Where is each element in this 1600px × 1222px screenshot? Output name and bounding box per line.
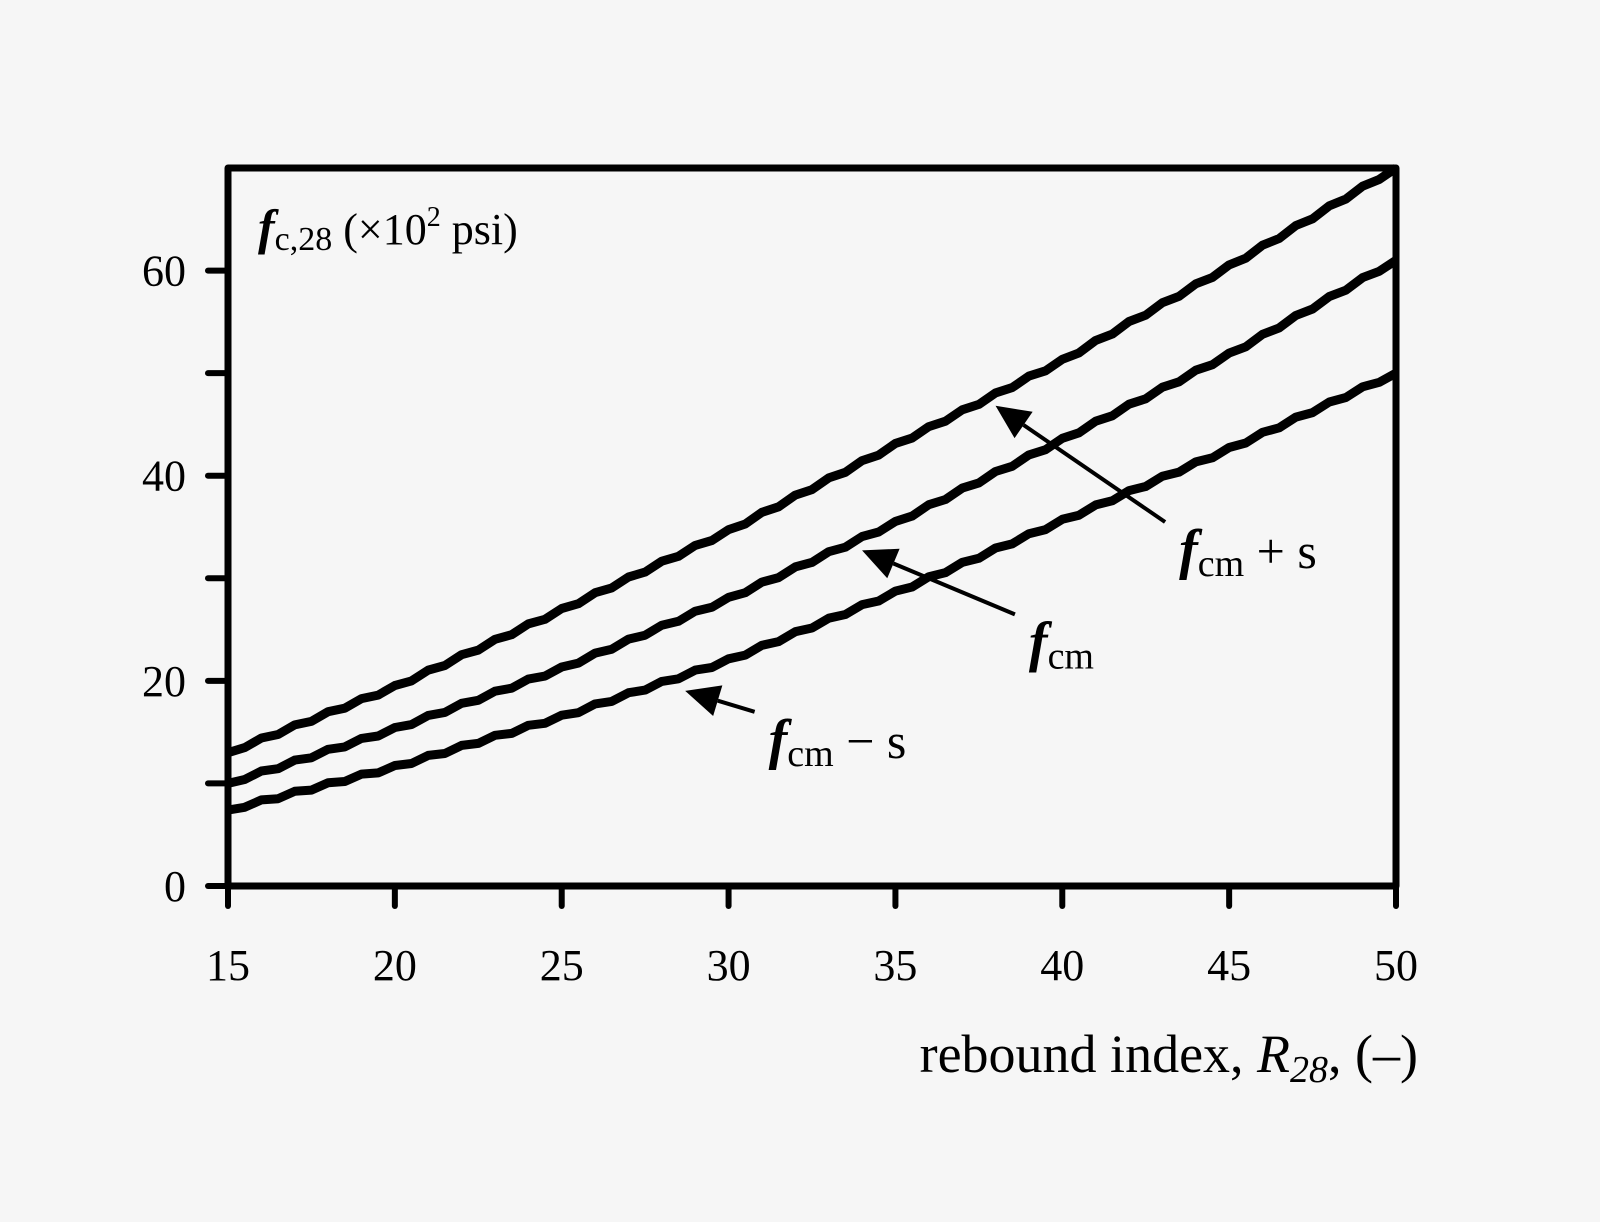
y-tick-label: 40 <box>142 452 186 501</box>
annotation-label-1: fcm <box>1029 611 1094 677</box>
y-tick-label: 60 <box>142 247 186 296</box>
y-tick-label: 20 <box>142 657 186 706</box>
annotation-arrow-line <box>1022 423 1167 524</box>
axes <box>224 164 1400 890</box>
plot-lines <box>226 164 1399 815</box>
annotation-arrow-line <box>717 698 756 714</box>
annotation-arrowhead <box>685 685 723 717</box>
annotation-arrow-line <box>892 561 1016 617</box>
x-tick-label: 30 <box>707 941 751 990</box>
x-tick-label: 15 <box>206 941 250 990</box>
series-line-2 <box>227 369 1399 815</box>
y-axis-label: fc,28 (×102 psi) <box>258 199 518 258</box>
x-tick-label: 20 <box>373 941 417 990</box>
y-tick-label: 0 <box>164 862 186 911</box>
x-axis-label: rebound index, R28, (–) <box>920 1024 1418 1091</box>
x-tick-label: 40 <box>1040 941 1084 990</box>
x-tick-label: 50 <box>1374 941 1418 990</box>
series-line-0 <box>226 164 1399 758</box>
x-tick-label: 25 <box>540 941 584 990</box>
series-line-1 <box>226 256 1399 788</box>
annotation-label-2: fcm − s <box>769 709 907 775</box>
annotation-arrowhead <box>862 548 900 579</box>
x-tick-label: 35 <box>873 941 917 990</box>
annotation-arrowhead <box>995 405 1033 439</box>
annotation-label-0: fcm + s <box>1179 519 1317 585</box>
axis-ticks: 15 20 25 30 35 40 45 50 0 20 40 60 <box>142 247 1418 990</box>
x-tick-label: 45 <box>1207 941 1251 990</box>
annotations: fcm + s fcm fcm − s <box>685 405 1317 775</box>
plot-frame <box>224 164 1400 890</box>
